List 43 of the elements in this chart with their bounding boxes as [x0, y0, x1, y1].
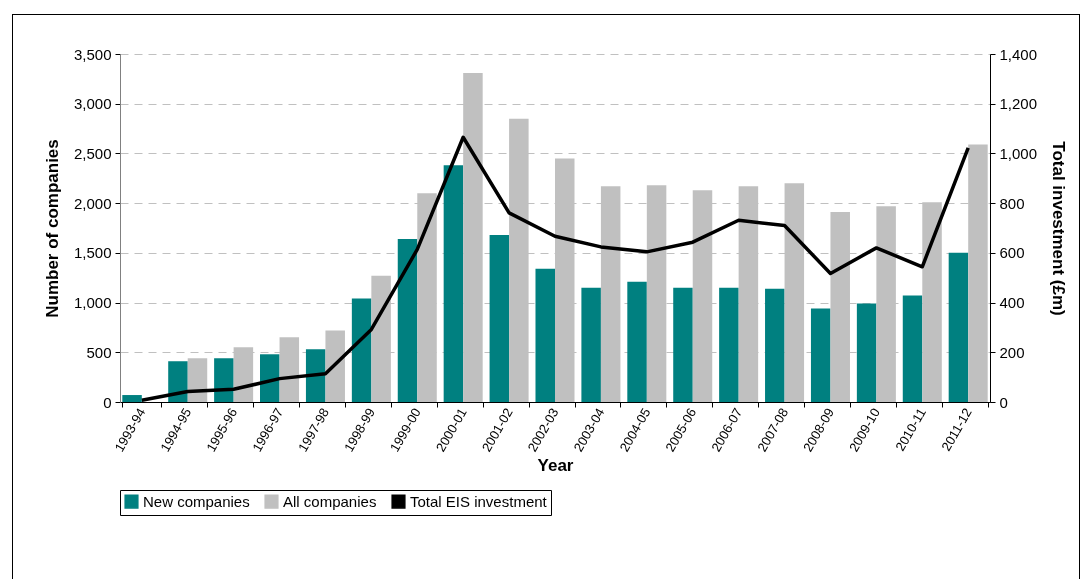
bar	[351, 298, 372, 402]
bar	[948, 252, 969, 402]
y2-tick-label: 1,400	[999, 45, 1038, 63]
bar	[214, 358, 234, 402]
bar	[856, 303, 877, 402]
bar	[168, 361, 188, 402]
legend-label: New companies	[143, 492, 250, 510]
y-tick-label: 3,000	[73, 95, 112, 113]
y-tick-label: 3,500	[73, 45, 112, 63]
y-tick-label: 2,000	[73, 194, 112, 212]
bar	[305, 349, 326, 402]
bar	[397, 238, 418, 402]
legend-label: All companies	[283, 492, 377, 510]
bar	[719, 287, 739, 402]
y-tick-label: 1,000	[73, 294, 112, 312]
bar	[902, 295, 923, 402]
bar	[122, 395, 142, 402]
bar	[187, 358, 208, 402]
y2-tick-label: 0	[999, 393, 1008, 411]
y2-tick-label: 1,200	[999, 95, 1038, 113]
y2-axis-title: Total investment (£m)	[1049, 141, 1069, 316]
y2-tick-label: 600	[999, 244, 1025, 262]
y-tick-label: 2,500	[73, 144, 112, 162]
bar	[489, 234, 510, 402]
bar	[325, 330, 345, 402]
y-axis-title: Number of companies	[42, 139, 62, 318]
y2-tick-label: 400	[999, 294, 1025, 312]
y-tick-label: 0	[103, 393, 112, 411]
legend-label: Total EIS investment	[410, 492, 548, 510]
bar	[810, 308, 831, 402]
bar	[535, 268, 555, 402]
bar	[627, 281, 647, 402]
y2-tick-label: 1,000	[999, 144, 1038, 162]
bar	[443, 165, 464, 402]
bar	[673, 287, 693, 402]
bar	[765, 288, 785, 402]
y2-tick-label: 200	[999, 343, 1025, 361]
bar	[581, 287, 601, 402]
bar	[260, 354, 280, 402]
x-axis-title: Year	[537, 456, 574, 476]
y2-tick-label: 800	[999, 194, 1025, 212]
y-tick-label: 500	[86, 343, 112, 361]
y-tick-label: 1,500	[73, 244, 112, 262]
